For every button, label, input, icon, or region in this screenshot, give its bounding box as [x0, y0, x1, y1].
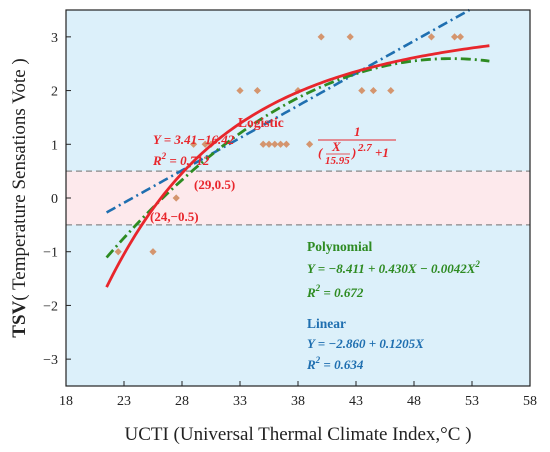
data-point [149, 248, 157, 256]
x-tick-label: 18 [59, 394, 73, 409]
data-point [306, 140, 314, 148]
x-axis-title: UCTI (Universal Thermal Climate Index,°C… [124, 424, 471, 445]
data-point [317, 33, 325, 41]
x-tick-label: 28 [175, 394, 189, 409]
x-tick-label: 38 [291, 394, 305, 409]
logistic-exponent: 2.7 [357, 142, 372, 154]
data-point [201, 140, 209, 148]
annotation-24-neg0.5: (24,−0.5) [150, 209, 199, 224]
logistic-denominator-var: X [331, 139, 341, 154]
x-tick-label: 43 [349, 394, 363, 409]
polynomial-r2: R2 = 0.672 [306, 283, 364, 300]
x-tick-label: 53 [465, 394, 479, 409]
x-tick-label: 33 [233, 394, 247, 409]
logistic-numerator: 1 [354, 124, 361, 139]
x-axis-ticks: 18 23 28 33 38 43 48 53 58 [59, 381, 537, 409]
data-point [271, 140, 279, 148]
y-tick-label: −2 [43, 299, 58, 314]
curve-linear [105, 8, 471, 214]
data-point [451, 33, 459, 41]
linear-name: Linear [307, 316, 346, 331]
logistic-tail: +1 [375, 145, 389, 160]
data-point [259, 140, 267, 148]
curve-logistic [105, 44, 490, 288]
logistic-denominator-const: 15.95 [325, 155, 350, 167]
linear-r2: R2 = 0.634 [306, 355, 364, 372]
data-point [456, 33, 464, 41]
data-point [369, 86, 377, 95]
data-point [346, 33, 354, 41]
data-point [114, 248, 122, 256]
data-point [277, 140, 285, 148]
data-point [427, 33, 435, 41]
data-point [253, 86, 261, 95]
y-tick-label: 0 [51, 192, 58, 207]
x-tick-label: 23 [117, 394, 131, 409]
y-tick-label: 2 [51, 85, 58, 100]
logistic-denominator-paren: ( [318, 145, 324, 160]
y-axis-ticks: −3 −2 −1 0 1 2 3 [43, 31, 71, 368]
curve-polynomial [105, 57, 490, 259]
y-tick-label: −1 [43, 246, 58, 261]
data-point [172, 194, 180, 202]
x-tick-label: 48 [407, 394, 421, 409]
data-point [282, 140, 290, 148]
y-tick-label: 1 [51, 138, 58, 153]
comfort-band [66, 171, 530, 225]
annotation-29-0.5: (29,0.5) [194, 177, 235, 192]
y-axis-title: TSV( Temperature Sensations Vote ) [9, 58, 30, 337]
polynomial-name: Polynomial [307, 239, 373, 254]
logistic-denominator-close: ) [351, 145, 356, 160]
y-tick-label: −3 [43, 353, 58, 368]
x-tick-label: 58 [523, 394, 537, 409]
logistic-r2: R2 = 0.712 [152, 151, 210, 168]
data-point [358, 86, 366, 95]
y-tick-label: 3 [51, 31, 58, 46]
scatter-points [114, 33, 464, 256]
data-point [265, 140, 273, 148]
polynomial-equation: Y = −8.411 + 0.430X − 0.0042X2 [307, 259, 480, 276]
linear-equation: Y = −2.860 + 0.1205X [307, 336, 424, 351]
logistic-equation: Y = 3.41−16.42 [153, 132, 235, 147]
data-point [190, 140, 198, 148]
logistic-name: Logistic [238, 115, 284, 130]
data-point [387, 86, 395, 95]
data-point [236, 86, 244, 95]
